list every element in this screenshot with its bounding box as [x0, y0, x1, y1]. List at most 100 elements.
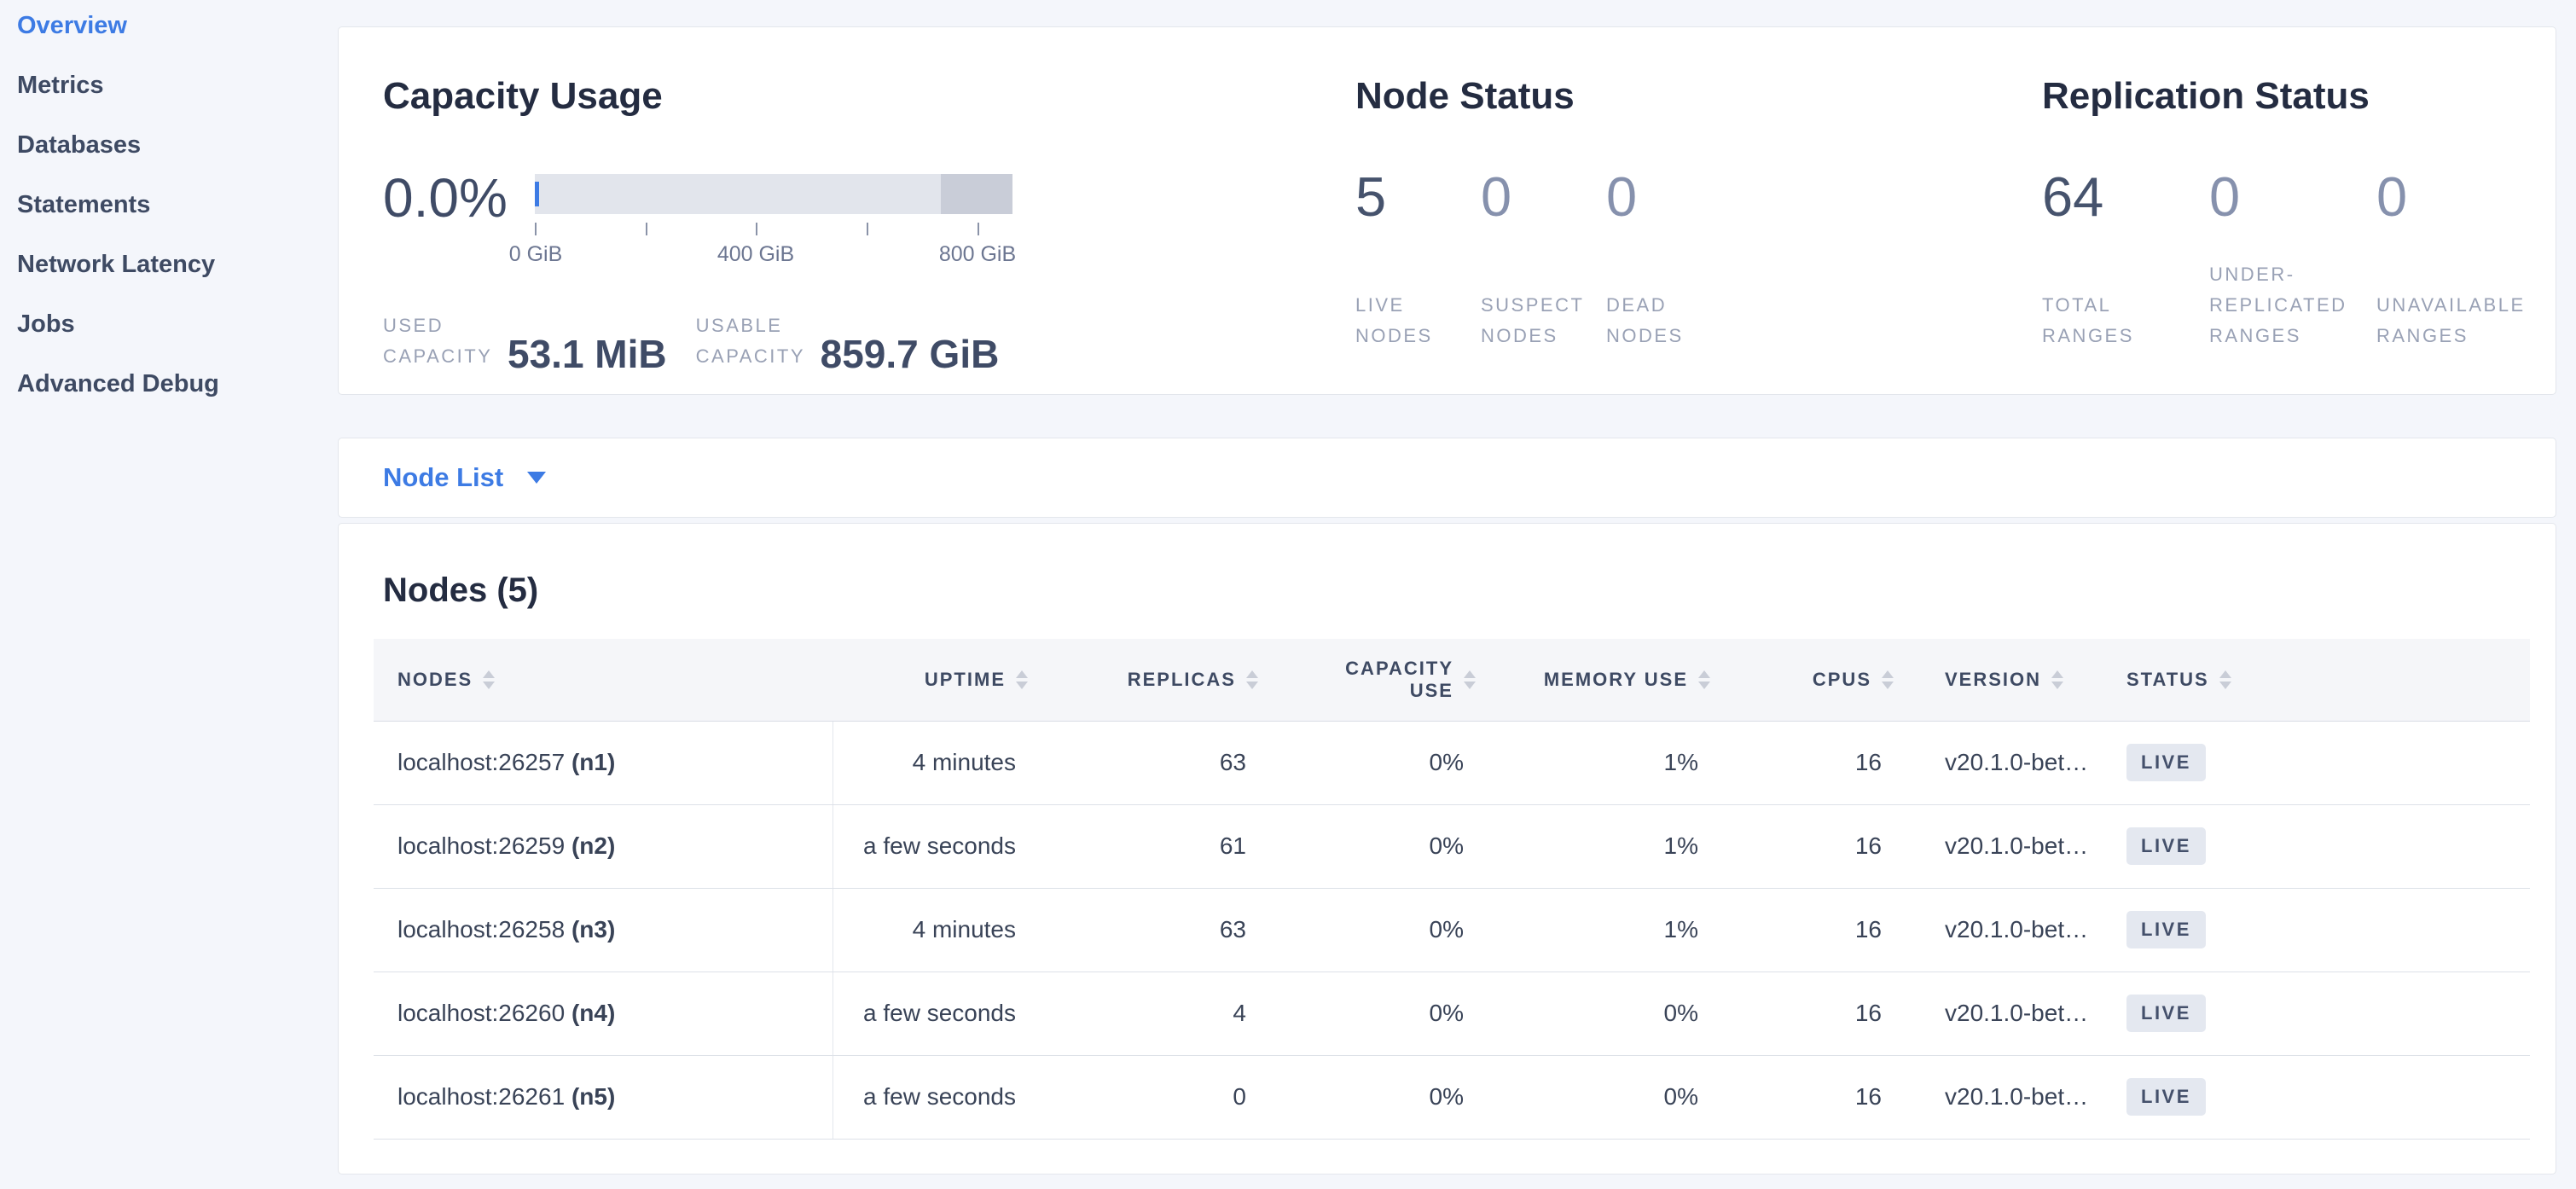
under-replicated-value: 0: [2209, 165, 2241, 228]
table-row[interactable]: localhost:26261 (n5) a few seconds 0 0% …: [374, 1055, 2530, 1140]
capacity-usage-section: Capacity Usage 0.0% 0 GiB 400 GiB: [383, 73, 1355, 374]
capacity-use-cell: 0%: [1280, 721, 1498, 805]
sort-icon[interactable]: [1016, 670, 1028, 689]
replication-status-section: Replication Status 64 TOTAL RANGES 0 UND…: [2042, 73, 2556, 351]
cpus-cell: 16: [1732, 888, 1916, 972]
table-row[interactable]: localhost:26257 (n1) 4 minutes 63 0% 1% …: [374, 721, 2530, 805]
live-nodes-stat: 5 LIVE NODES: [1355, 165, 1481, 351]
under-replicated-label: UNDER-REPLICATED RANGES: [2209, 264, 2347, 346]
replicas-cell: 0: [1050, 1055, 1280, 1140]
column-header-nodes[interactable]: NODES: [374, 639, 833, 722]
capacity-gauge-dark-segment: [941, 174, 1012, 214]
status-badge: LIVE: [2126, 744, 2206, 781]
node-address-cell[interactable]: localhost:26259 (n2): [374, 804, 833, 889]
sort-icon[interactable]: [483, 670, 496, 689]
column-header-uptime[interactable]: UPTIME: [833, 639, 1050, 722]
replicas-cell: 4: [1050, 972, 1280, 1056]
memory-use-cell: 1%: [1498, 804, 1732, 889]
unavailable-ranges-value: 0: [2376, 165, 2408, 228]
sort-icon[interactable]: [1246, 670, 1258, 689]
status-badge: LIVE: [2126, 827, 2206, 865]
version-cell: v20.1.0-bet…: [1916, 804, 2099, 889]
live-nodes-label: LIVE NODES: [1355, 294, 1433, 346]
sidebar-item-overview[interactable]: Overview: [17, 12, 127, 39]
status-badge: LIVE: [2126, 911, 2206, 948]
cpus-cell: 16: [1732, 972, 1916, 1056]
capacity-use-cell: 0%: [1280, 1055, 1498, 1140]
capacity-usage-title: Capacity Usage: [383, 75, 663, 117]
version-cell: v20.1.0-bet…: [1916, 888, 2099, 972]
capacity-gauge: 0 GiB 400 GiB 800 GiB: [509, 174, 1016, 273]
sort-icon[interactable]: [2219, 670, 2231, 689]
table-row[interactable]: localhost:26258 (n3) 4 minutes 63 0% 1% …: [374, 888, 2530, 972]
unavailable-ranges-label: UNAVAILABLE RANGES: [2376, 294, 2526, 346]
column-header-status[interactable]: STATUS: [2099, 639, 2530, 722]
sort-icon[interactable]: [1698, 670, 1710, 689]
cpus-cell: 16: [1732, 804, 1916, 889]
sidebar-item-advanced-debug[interactable]: Advanced Debug: [17, 370, 219, 397]
unavailable-ranges-stat: 0 UNAVAILABLE RANGES: [2376, 165, 2544, 351]
status-cell: LIVE: [2099, 721, 2530, 805]
suspect-nodes-label: SUSPECT NODES: [1481, 294, 1585, 346]
capacity-percent: 0.0%: [383, 167, 508, 229]
column-header-capacity-use[interactable]: CAPACITY USE: [1280, 639, 1498, 722]
column-header-cpus[interactable]: CPUS: [1732, 639, 1916, 722]
capacity-use-cell: 0%: [1280, 804, 1498, 889]
table-row[interactable]: localhost:26260 (n4) a few seconds 4 0% …: [374, 972, 2530, 1056]
status-cell: LIVE: [2099, 1055, 2530, 1140]
cluster-summary-card: Capacity Usage 0.0% 0 GiB 400 GiB: [338, 26, 2556, 395]
live-nodes-value: 5: [1355, 165, 1387, 228]
view-selector-card: Node List: [338, 438, 2556, 518]
axis-tick: [978, 223, 979, 235]
sort-icon[interactable]: [1464, 670, 1476, 689]
uptime-cell: a few seconds: [833, 804, 1050, 889]
nodes-table: NODES UPTIME REPLICAS CAPACITY USE MEMOR…: [374, 639, 2530, 1140]
uptime-cell: 4 minutes: [833, 721, 1050, 805]
node-list-dropdown-label: Node List: [383, 462, 504, 492]
node-list-dropdown[interactable]: Node List: [383, 462, 547, 493]
suspect-nodes-stat: 0 SUSPECT NODES: [1481, 169, 1606, 351]
status-cell: LIVE: [2099, 888, 2530, 972]
status-cell: LIVE: [2099, 804, 2530, 889]
status-badge: LIVE: [2126, 1078, 2206, 1116]
uptime-cell: a few seconds: [833, 1055, 1050, 1140]
version-cell: v20.1.0-bet…: [1916, 721, 2099, 805]
table-row[interactable]: localhost:26259 (n2) a few seconds 61 0%…: [374, 804, 2530, 889]
column-header-memory-use[interactable]: MEMORY USE: [1498, 639, 1732, 722]
sidebar-item-jobs[interactable]: Jobs: [17, 310, 75, 338]
sidebar-item-statements[interactable]: Statements: [17, 191, 151, 218]
node-status-title: Node Status: [1355, 75, 1575, 117]
node-address-cell[interactable]: localhost:26257 (n1): [374, 721, 833, 805]
axis-label: 400 GiB: [717, 242, 795, 266]
node-address-cell[interactable]: localhost:26261 (n5): [374, 1055, 833, 1140]
sidebar-item-databases[interactable]: Databases: [17, 131, 142, 159]
capacity-gauge-used-marker: [535, 182, 539, 206]
uptime-cell: a few seconds: [833, 972, 1050, 1056]
column-header-replicas[interactable]: REPLICAS: [1050, 639, 1280, 722]
nodes-table-card: Nodes (5) NODES UPTIME REPLICAS CAPACITY…: [338, 523, 2556, 1174]
uptime-cell: 4 minutes: [833, 888, 1050, 972]
column-header-version[interactable]: VERSION: [1916, 639, 2099, 722]
sort-icon[interactable]: [1882, 670, 1894, 689]
sidebar-item-metrics[interactable]: Metrics: [17, 72, 104, 99]
under-replicated-stat: 0 UNDER-REPLICATED RANGES: [2209, 165, 2376, 351]
dead-nodes-value: 0: [1606, 165, 1638, 228]
chevron-down-icon: [527, 472, 547, 484]
memory-use-cell: 1%: [1498, 721, 1732, 805]
node-address-cell[interactable]: localhost:26258 (n3): [374, 888, 833, 972]
version-cell: v20.1.0-bet…: [1916, 972, 2099, 1056]
total-ranges-label: TOTAL RANGES: [2042, 294, 2134, 346]
replicas-cell: 63: [1050, 888, 1280, 972]
capacity-gauge-bar: [535, 174, 1012, 214]
cpus-cell: 16: [1732, 721, 1916, 805]
sort-icon[interactable]: [2051, 670, 2064, 689]
sidebar-item-network-latency[interactable]: Network Latency: [17, 251, 216, 278]
status-cell: LIVE: [2099, 972, 2530, 1056]
memory-use-cell: 1%: [1498, 888, 1732, 972]
used-capacity-label: USED CAPACITY: [383, 315, 493, 367]
replicas-cell: 61: [1050, 804, 1280, 889]
axis-tick: [646, 223, 647, 235]
capacity-use-cell: 0%: [1280, 972, 1498, 1056]
node-address-cell[interactable]: localhost:26260 (n4): [374, 972, 833, 1056]
